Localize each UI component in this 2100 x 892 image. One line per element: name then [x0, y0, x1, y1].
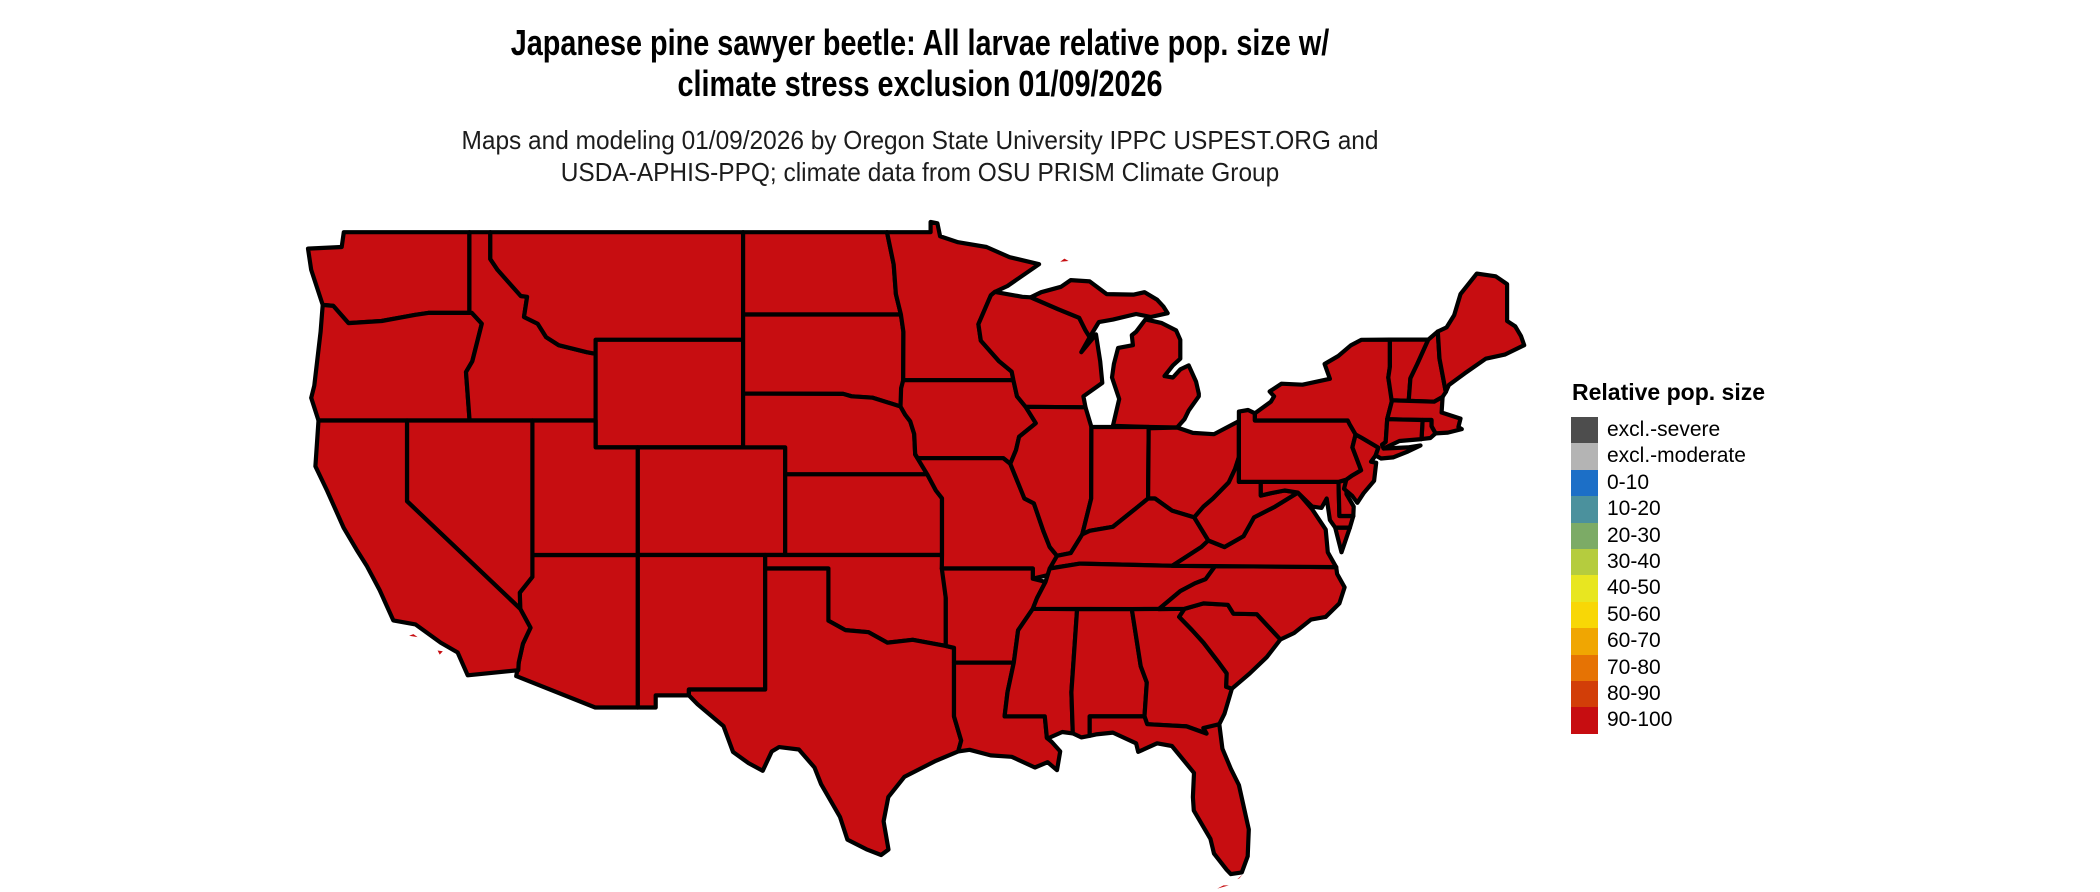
legend-swatch [1571, 417, 1598, 444]
legend-item: 30-40 [1571, 548, 1765, 576]
legend: Relative pop. size excl.-severe excl.-mod… [1571, 380, 1765, 734]
legend-item: 70-80 [1571, 654, 1765, 681]
legend-swatch [1571, 707, 1598, 734]
legend-item: excl.-moderate [1571, 443, 1765, 470]
legend-item: excl.-severe [1571, 417, 1765, 444]
state-az [514, 552, 640, 710]
map-title: Japanese pine sawyer beetle: All larvae … [184, 22, 1656, 104]
legend-item: 40-50 [1571, 575, 1765, 602]
state-co [635, 445, 788, 558]
legend-label: 0-10 [1607, 470, 1650, 494]
legend-label: excl.-severe [1607, 418, 1721, 441]
map-attribution-line1: Maps and modeling 01/09/2026 by Oregon S… [461, 125, 1379, 155]
state-me [1435, 271, 1527, 395]
legend-label: excl.-moderate [1607, 444, 1746, 468]
map-title-line2: climate stress exclusion 01/09/2026 [677, 63, 1163, 104]
legend-title: Relative pop. size [1572, 379, 1766, 405]
legend-label: 10-20 [1607, 497, 1661, 521]
state-ct [1380, 417, 1425, 451]
legend-label: 40-50 [1607, 576, 1661, 600]
state-wy [593, 337, 746, 450]
legend-swatch [1571, 443, 1598, 470]
state-nc [1156, 564, 1347, 642]
state-ca [313, 418, 533, 678]
map-attribution: Maps and modeling 01/09/2026 by Oregon S… [55, 124, 1785, 188]
legend-item: 90-100 [1571, 707, 1765, 734]
legend-swatch [1571, 628, 1598, 655]
legend-item: 60-70 [1571, 628, 1765, 655]
legend-swatch [1571, 680, 1598, 708]
legend-label: 70-80 [1607, 655, 1661, 679]
map-title-line1: Japanese pine sawyer beetle: All larvae … [510, 22, 1330, 63]
state-fl [1087, 714, 1251, 877]
legend-swatch [1571, 654, 1598, 681]
legend-item: 50-60 [1571, 601, 1765, 629]
legend-swatch [1571, 548, 1598, 576]
legend-label: 20-30 [1607, 523, 1661, 547]
state-mi [1028, 278, 1201, 430]
legend-swatch [1571, 575, 1598, 602]
state-or [309, 302, 484, 423]
legend-item: 10-20 [1571, 496, 1765, 523]
state-wi [976, 289, 1105, 410]
legend-item: 80-90 [1571, 680, 1765, 708]
legend-label: 30-40 [1607, 549, 1661, 573]
legend-swatch [1571, 469, 1598, 497]
legend-label: 50-60 [1607, 602, 1661, 626]
legend-label: 90-100 [1607, 708, 1673, 732]
legend-label: 80-90 [1607, 681, 1661, 705]
legend-label: 60-70 [1607, 629, 1661, 653]
legend-item: 20-30 [1571, 522, 1765, 549]
legend-swatch [1571, 496, 1598, 523]
state-ks [783, 472, 945, 558]
state-nd [741, 230, 903, 317]
legend-item: 0-10 [1571, 469, 1765, 497]
legend-items: excl.-severe excl.-moderate 0-10 10-20 20-30… [1571, 417, 1765, 734]
legend-swatch [1571, 522, 1598, 549]
state-nm [635, 552, 768, 710]
map-attribution-line2: USDA-APHIS-PPQ; climate data from OSU PR… [560, 157, 1280, 187]
legend-swatch [1571, 601, 1598, 629]
state-tx [686, 566, 964, 858]
